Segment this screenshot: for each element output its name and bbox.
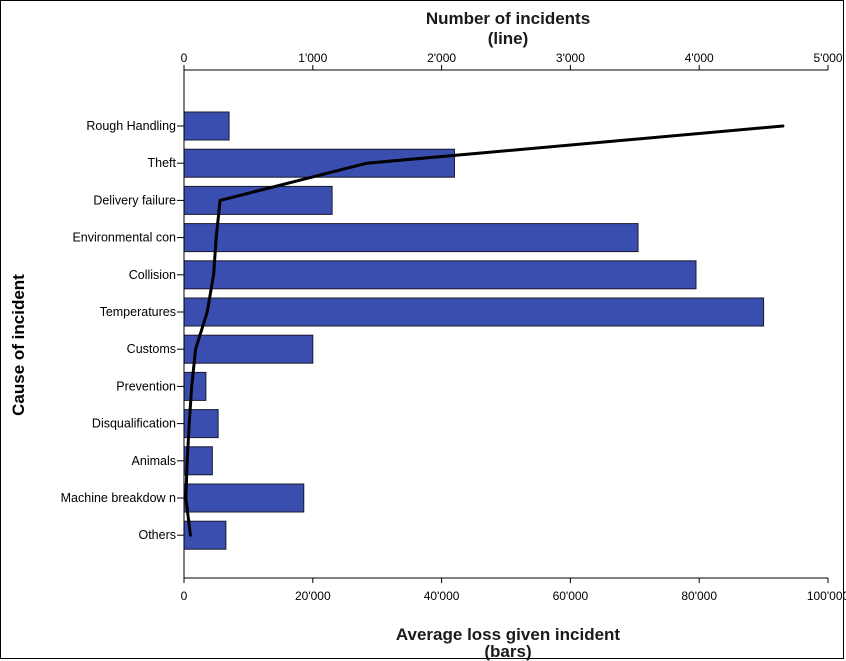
category-label: Collision bbox=[129, 268, 176, 282]
bottom-axis-tick-label: 0 bbox=[181, 589, 188, 603]
top-axis-tick-label: 1'000 bbox=[298, 51, 327, 65]
bar bbox=[183, 297, 765, 327]
bottom-axis-tick-label: 60'000 bbox=[553, 589, 589, 603]
category-label: Animals bbox=[132, 454, 176, 468]
bar bbox=[183, 483, 305, 513]
category-label: Theft bbox=[148, 156, 177, 170]
category-label: Rough Handling bbox=[86, 119, 176, 133]
bar bbox=[183, 334, 314, 364]
category-label: Environmental con bbox=[72, 231, 176, 245]
incidents-line bbox=[184, 124, 785, 537]
chart-marks: 0 1'000 2'000 3'000 4'000 5'000 0 20'000 40'000 6… bbox=[61, 51, 846, 603]
category-label: Temperatures bbox=[100, 305, 176, 319]
top-axis-tick-label: 2'000 bbox=[427, 51, 456, 65]
category-label: Prevention bbox=[116, 379, 176, 393]
category-label: Delivery failure bbox=[93, 193, 176, 207]
category-label: Machine breakdow n bbox=[61, 491, 176, 505]
bottom-axis-tick-label: 20'000 bbox=[295, 589, 331, 603]
top-axis-title: Number of incidents bbox=[426, 9, 590, 28]
bottom-axis-title: Average loss given incident bbox=[396, 625, 621, 644]
category-label: Others bbox=[138, 528, 176, 542]
top-axis-subtitle: (line) bbox=[488, 29, 529, 48]
category-label: Disqualification bbox=[92, 417, 176, 431]
top-axis-tick-label: 4'000 bbox=[685, 51, 714, 65]
bottom-axis-tick-label: 40'000 bbox=[424, 589, 460, 603]
bar bbox=[183, 223, 639, 253]
bar bbox=[183, 111, 230, 141]
bottom-axis-subtitle: (bars) bbox=[484, 642, 531, 661]
top-axis-tick-label: 0 bbox=[181, 51, 188, 65]
bar bbox=[183, 148, 455, 178]
bottom-axis-tick-label: 100'000 bbox=[807, 589, 846, 603]
top-axis-tick-label: 5'000 bbox=[814, 51, 843, 65]
bar bbox=[183, 260, 697, 290]
top-axis-tick-label: 3'000 bbox=[556, 51, 585, 65]
category-label: Customs bbox=[127, 342, 176, 356]
bottom-axis-tick-label: 80'000 bbox=[681, 589, 717, 603]
bar bbox=[183, 371, 207, 401]
y-axis-title: Cause of incident bbox=[9, 274, 28, 416]
